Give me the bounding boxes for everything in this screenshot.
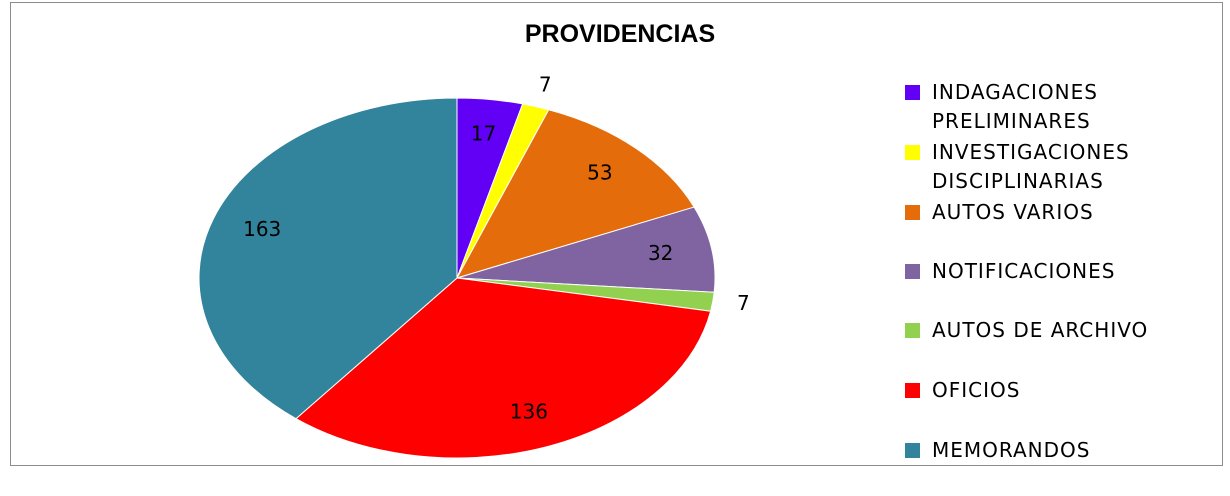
legend-swatch [905,383,920,398]
pie-slice [455,109,695,279]
legend-label: OFICIOS [932,378,1021,402]
data-label: 136 [510,399,548,423]
data-label: 53 [587,161,612,185]
data-label: 163 [243,217,281,241]
legend-swatch [905,205,920,220]
chart-title: PROVIDENCIAS [525,20,715,48]
data-label: 17 [471,122,496,146]
pie-slice [456,206,716,293]
legend-label: NOTIFICACIONES [932,259,1116,283]
legend-swatch [905,85,920,100]
legend-item: INDAGACIONES PRELIMINARES [905,78,1205,136]
data-label: 32 [648,241,673,265]
legend-item: NOTIFICACIONES [905,257,1205,286]
legend-swatch [905,264,920,279]
data-label: 7 [737,291,750,315]
legend-item: AUTOS DE ARCHIVO [905,316,1205,345]
legend-label: AUTOS DE ARCHIVO [932,318,1149,342]
legend-swatch [905,145,920,160]
legend-label: MEMORANDOS [932,438,1091,462]
legend-swatch [905,443,920,458]
legend-item: AUTOS VARIOS [905,198,1205,227]
legend-item: OFICIOS [905,376,1205,405]
legend-label: INVESTIGACIONES DISCIPLINARIAS [932,140,1130,193]
legend-label: INDAGACIONES PRELIMINARES [932,80,1098,133]
legend-item: INVESTIGACIONES DISCIPLINARIAS [905,138,1205,196]
legend-swatch [905,323,920,338]
data-label: 7 [539,73,552,97]
chart-frame [10,2,1223,466]
legend-item: MEMORANDOS [905,436,1205,465]
pie-slice [198,97,458,420]
pie-slice [295,277,712,459]
legend-label: AUTOS VARIOS [932,200,1094,224]
